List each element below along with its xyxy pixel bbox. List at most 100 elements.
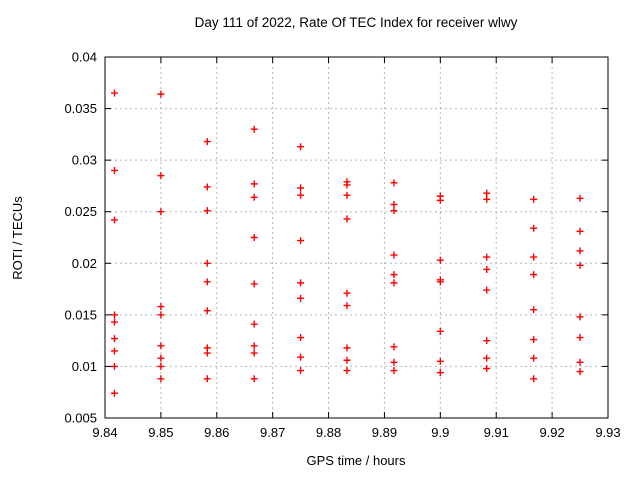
data-point-marker bbox=[483, 354, 491, 362]
data-point-marker bbox=[203, 207, 211, 215]
y-tick-label: 0.02 bbox=[72, 256, 97, 271]
data-point-marker bbox=[203, 349, 211, 357]
data-point-marker bbox=[530, 375, 538, 383]
data-point-marker bbox=[250, 375, 258, 383]
data-point-marker bbox=[157, 375, 165, 383]
data-point-marker bbox=[111, 362, 119, 370]
data-point-marker bbox=[576, 261, 584, 269]
plot-border bbox=[104, 56, 609, 419]
data-point-marker bbox=[297, 353, 305, 361]
data-point-marker bbox=[576, 368, 584, 376]
axis-ticks bbox=[104, 56, 609, 419]
data-point-marker bbox=[250, 342, 258, 350]
data-point-marker bbox=[250, 280, 258, 288]
data-point-marker bbox=[576, 358, 584, 366]
y-axis-label: ROTI / TECUs bbox=[10, 196, 25, 280]
data-point-marker bbox=[483, 364, 491, 372]
y-tick-label: 0.015 bbox=[64, 307, 97, 322]
data-point-marker bbox=[297, 334, 305, 342]
data-point-marker bbox=[343, 367, 351, 375]
data-point-marker bbox=[576, 334, 584, 342]
data-point-marker bbox=[297, 237, 305, 245]
y-tick-label: 0.005 bbox=[64, 411, 97, 426]
data-point-marker bbox=[390, 358, 398, 366]
data-point-marker bbox=[297, 143, 305, 151]
data-point-marker bbox=[436, 278, 444, 286]
x-tick-label: 9.89 bbox=[372, 425, 397, 440]
data-point-marker bbox=[530, 271, 538, 279]
x-tick-label: 9.85 bbox=[148, 425, 173, 440]
gridlines bbox=[105, 57, 608, 418]
y-tick-labels: 0.005 0.01 0.015 0.02 0.025 0.03 0.035 0.04 bbox=[64, 50, 97, 426]
data-point-marker bbox=[250, 320, 258, 328]
data-points bbox=[111, 89, 584, 397]
data-point-marker bbox=[111, 216, 119, 224]
data-point-marker bbox=[250, 180, 258, 188]
data-point-marker bbox=[576, 247, 584, 255]
data-point-marker bbox=[436, 196, 444, 204]
data-point-marker bbox=[436, 327, 444, 335]
data-point-marker bbox=[390, 179, 398, 187]
x-tick-label: 9.9 bbox=[431, 425, 449, 440]
data-point-marker bbox=[530, 336, 538, 344]
data-point-marker bbox=[483, 286, 491, 294]
data-point-marker bbox=[390, 271, 398, 279]
data-point-marker bbox=[530, 224, 538, 232]
data-point-marker bbox=[297, 294, 305, 302]
data-point-marker bbox=[530, 253, 538, 261]
data-point-marker bbox=[390, 207, 398, 215]
data-point-marker bbox=[111, 311, 119, 319]
y-tick-label: 0.04 bbox=[72, 50, 97, 65]
data-point-marker bbox=[343, 302, 351, 310]
data-point-marker bbox=[203, 307, 211, 315]
x-tick-label: 9.93 bbox=[595, 425, 620, 440]
data-point-marker bbox=[250, 349, 258, 357]
x-tick-label: 9.88 bbox=[316, 425, 341, 440]
data-point-marker bbox=[343, 181, 351, 189]
y-tick-label: 0.025 bbox=[64, 204, 97, 219]
data-point-marker bbox=[111, 166, 119, 174]
data-point-marker bbox=[483, 265, 491, 273]
data-point-marker bbox=[203, 259, 211, 267]
data-point-marker bbox=[250, 193, 258, 201]
data-point-marker bbox=[436, 369, 444, 377]
data-point-marker bbox=[203, 375, 211, 383]
data-point-marker bbox=[343, 356, 351, 364]
data-point-marker bbox=[203, 183, 211, 191]
data-point-marker bbox=[530, 306, 538, 314]
data-point-marker bbox=[343, 191, 351, 199]
data-point-marker bbox=[390, 343, 398, 351]
data-point-marker bbox=[530, 354, 538, 362]
data-point-marker bbox=[436, 256, 444, 264]
data-point-marker bbox=[390, 279, 398, 287]
data-point-marker bbox=[297, 184, 305, 192]
data-point-marker bbox=[111, 389, 119, 397]
x-tick-label: 9.91 bbox=[484, 425, 509, 440]
x-axis-label: GPS time / hours bbox=[307, 453, 406, 468]
data-point-marker bbox=[576, 313, 584, 321]
y-tick-label: 0.03 bbox=[72, 153, 97, 168]
data-point-marker bbox=[483, 253, 491, 261]
data-point-marker bbox=[483, 195, 491, 203]
data-point-marker bbox=[297, 191, 305, 199]
data-point-marker bbox=[111, 347, 119, 355]
x-tick-label: 9.84 bbox=[92, 425, 117, 440]
data-point-marker bbox=[157, 342, 165, 350]
y-tick-label: 0.035 bbox=[64, 101, 97, 116]
data-point-marker bbox=[203, 138, 211, 146]
data-point-marker bbox=[157, 90, 165, 98]
chart-title: Day 111 of 2022, Rate Of TEC Index for r… bbox=[195, 15, 518, 30]
data-point-marker bbox=[157, 303, 165, 311]
data-point-marker bbox=[390, 200, 398, 208]
data-point-marker bbox=[250, 234, 258, 241]
data-point-marker bbox=[436, 357, 444, 365]
data-point-marker bbox=[483, 189, 491, 197]
data-point-marker bbox=[157, 311, 165, 319]
data-point-marker bbox=[111, 89, 119, 97]
x-tick-labels: 9.84 9.85 9.86 9.87 9.88 9.89 9.9 9.91 9.92 9.93 bbox=[92, 425, 620, 440]
data-point-marker bbox=[483, 337, 491, 345]
data-point-marker bbox=[576, 227, 584, 235]
data-point-marker bbox=[390, 251, 398, 259]
